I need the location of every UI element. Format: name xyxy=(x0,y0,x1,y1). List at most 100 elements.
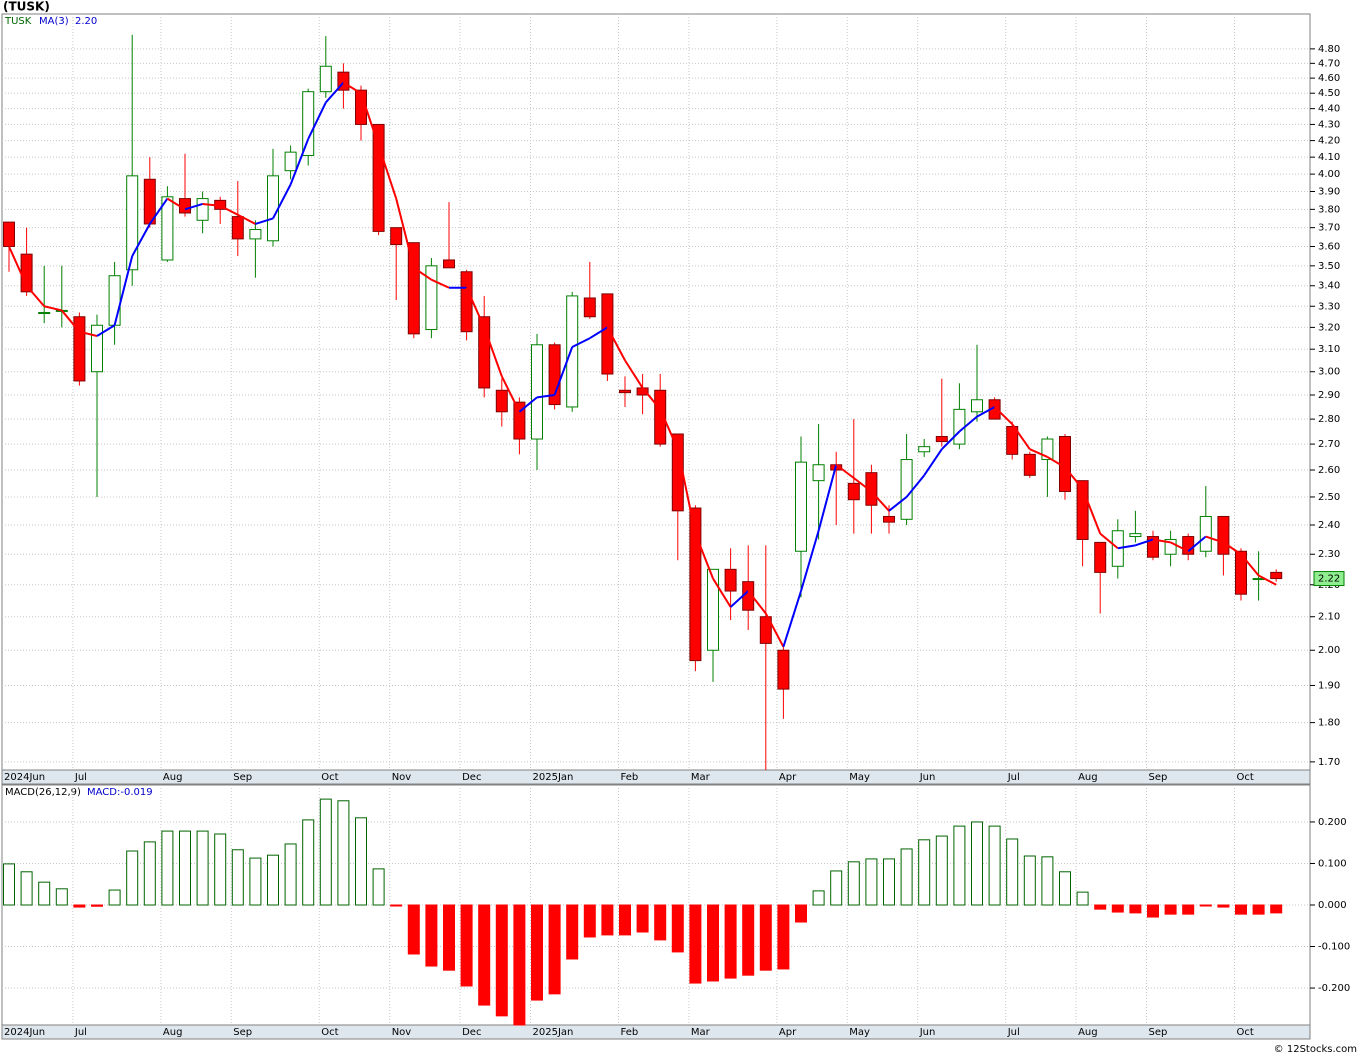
x-tick-label: Jul xyxy=(74,772,87,783)
macd-bar xyxy=(601,904,614,936)
candle-body xyxy=(583,297,596,318)
y-tick-label: 2.80 xyxy=(1318,414,1340,425)
x-tick-label: Sep xyxy=(1149,1027,1168,1038)
macd-bar xyxy=(390,904,403,907)
candle-body xyxy=(1270,571,1283,580)
candle-body xyxy=(689,507,702,662)
candle-body xyxy=(1164,538,1177,555)
macd-bar xyxy=(161,830,174,906)
x-tick-label: Nov xyxy=(392,1027,412,1038)
macd-bar xyxy=(38,881,51,906)
x-tick-label: Feb xyxy=(621,772,639,783)
macd-bar xyxy=(143,841,156,906)
candle-body xyxy=(865,472,878,506)
ma-segment xyxy=(1046,456,1066,469)
ma-segment xyxy=(712,578,732,608)
macd-bar xyxy=(214,833,227,906)
ma-segment xyxy=(79,330,98,338)
macd-bar xyxy=(425,904,438,967)
y-tick-label: -0.200 xyxy=(1318,983,1350,994)
ma-segment xyxy=(589,326,608,340)
macd-bar xyxy=(1023,855,1036,906)
macd-bar xyxy=(1041,856,1054,906)
x-tick-label: Jun xyxy=(919,772,936,783)
ma-segment xyxy=(255,217,274,225)
macd-bar xyxy=(355,817,367,906)
x-tick-label: Sep xyxy=(233,1027,252,1038)
chart-title: (TUSK) xyxy=(3,0,50,14)
x-tick-label: Apr xyxy=(779,772,797,783)
ma-segment xyxy=(289,138,310,185)
candle-body xyxy=(196,198,209,221)
macd-bar xyxy=(179,830,191,906)
ma-segment xyxy=(976,406,996,418)
macd-value: MACD:-0.019 xyxy=(87,787,153,798)
candle-body xyxy=(847,482,860,501)
legend-ma: MA(3) xyxy=(39,16,69,27)
candle-body xyxy=(548,344,561,406)
macd-bar xyxy=(495,904,508,1017)
ma-segment xyxy=(1099,532,1119,550)
macd-bar xyxy=(55,888,68,906)
x-tick-label: Apr xyxy=(779,1027,797,1038)
ma-segment xyxy=(1029,448,1048,458)
candle-body xyxy=(3,221,15,247)
candle-body xyxy=(1041,438,1054,461)
macd-bar xyxy=(777,904,790,970)
macd-bar xyxy=(443,904,455,971)
ma-segment xyxy=(1258,574,1277,586)
ma-segment xyxy=(1011,423,1031,450)
ma-segment xyxy=(905,474,925,498)
y-tick-label: 0.200 xyxy=(1318,817,1347,828)
y-tick-label: 3.40 xyxy=(1318,281,1340,292)
ma-segment xyxy=(465,287,486,328)
macd-bar xyxy=(302,819,315,906)
candle-body xyxy=(918,446,931,453)
macd-bar xyxy=(108,889,121,906)
x-tick-label: Nov xyxy=(392,772,412,783)
macd-bar xyxy=(1076,891,1089,906)
candle-body xyxy=(1076,480,1089,540)
ma-segment xyxy=(835,463,855,479)
ma-segment xyxy=(870,490,890,512)
macd-bar xyxy=(531,904,543,1001)
candle-body xyxy=(812,464,825,482)
y-tick-label: 3.30 xyxy=(1318,301,1340,312)
candle-body xyxy=(759,616,772,644)
candle-body xyxy=(73,316,86,382)
ma-segment xyxy=(202,202,221,207)
candle-body xyxy=(513,401,526,440)
macd-bar xyxy=(319,798,332,906)
candle-body xyxy=(1252,578,1265,581)
macd-bar xyxy=(689,904,702,984)
ma-segment xyxy=(782,590,802,648)
ma-segment xyxy=(237,213,256,225)
y-tick-label: 3.10 xyxy=(1318,344,1340,355)
last-price-box xyxy=(1313,571,1345,587)
candle-body xyxy=(971,399,983,413)
candle-body xyxy=(302,91,315,156)
ma-segment xyxy=(571,337,591,348)
ma-segment xyxy=(395,198,415,269)
macd-bar xyxy=(654,904,667,941)
x-tick-label: May xyxy=(849,1027,870,1038)
macd-bar xyxy=(1111,904,1124,913)
ma-segment xyxy=(307,101,327,140)
x-tick-label: Dec xyxy=(462,772,481,783)
macd-bar xyxy=(865,858,878,906)
macd-bar xyxy=(249,857,262,906)
macd-bar xyxy=(883,858,895,906)
candle-body xyxy=(108,275,121,326)
candle-body xyxy=(91,324,103,373)
ma-segment xyxy=(272,184,292,219)
x-tick-label: Mar xyxy=(691,1027,711,1038)
macd-bar xyxy=(1182,904,1195,915)
candle-body xyxy=(1111,530,1124,567)
ma-segment xyxy=(1187,535,1207,553)
ma-segment xyxy=(184,202,203,211)
macd-bar xyxy=(548,904,561,995)
y-tick-label: 3.60 xyxy=(1318,241,1340,252)
x-tick-label: Oct xyxy=(321,772,338,783)
candle-body xyxy=(1129,533,1142,538)
